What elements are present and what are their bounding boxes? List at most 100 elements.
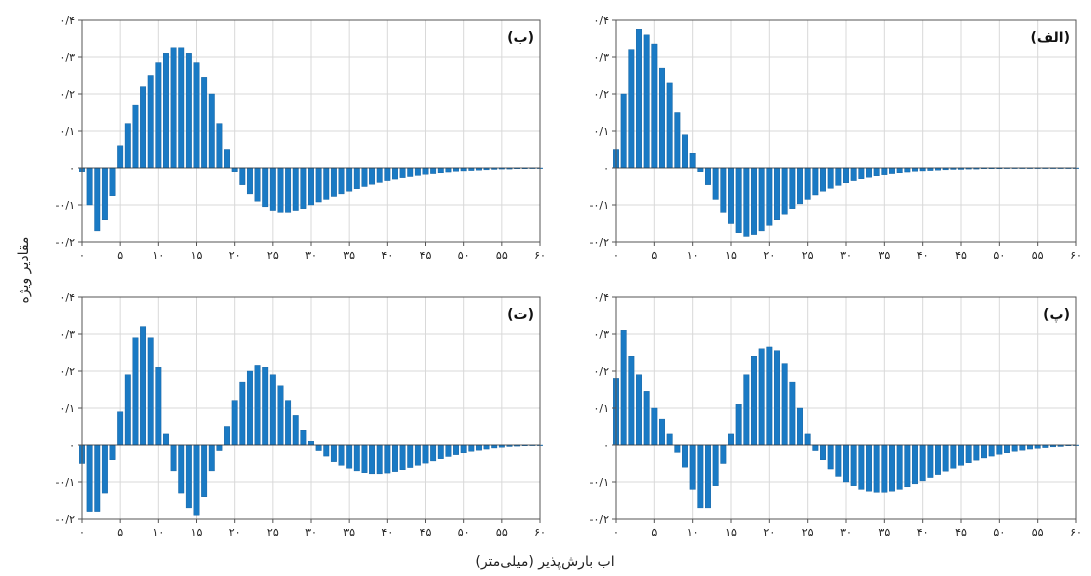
bar-be-41	[392, 167, 398, 180]
bar-pe-52	[1011, 444, 1018, 452]
bar-be-44	[414, 167, 421, 176]
bar-be-22	[246, 167, 253, 195]
bar-pe-33	[866, 444, 872, 492]
bar-alef-24	[797, 167, 803, 205]
bar-pe-35	[881, 444, 888, 493]
bar-be-7	[132, 104, 139, 169]
xtick-label-pe-8: ۴۰	[917, 526, 929, 539]
bar-be-43	[407, 167, 414, 177]
xtick-label-alef-1: ۵	[651, 249, 657, 262]
bar-te-15	[193, 444, 200, 516]
bar-te-27	[285, 400, 292, 446]
bar-pe-53	[1019, 444, 1026, 451]
bar-be-27	[285, 167, 292, 213]
bar-te-8	[140, 326, 147, 446]
xtick-label-pe-12: ۶۰	[1070, 526, 1082, 539]
ytick-label-pe-5: ۰/۳	[593, 328, 609, 341]
bar-be-19	[224, 149, 230, 169]
bar-alef-23	[789, 167, 796, 209]
xtick-label-te-7: ۳۵	[343, 526, 355, 539]
bar-be-40	[384, 167, 391, 181]
bar-be-46	[430, 167, 437, 174]
bar-alef-19	[758, 167, 765, 232]
bar-pe-44	[950, 444, 957, 469]
xtick-label-alef-0: ۰	[613, 249, 619, 262]
bar-te-19	[224, 426, 230, 446]
xtick-label-alef-10: ۵۰	[993, 249, 1005, 262]
bar-alef-11	[697, 167, 704, 172]
bar-be-50	[460, 167, 467, 172]
bar-be-11	[163, 53, 169, 169]
bar-pe-2	[628, 356, 635, 446]
bar-pe-11	[697, 444, 704, 509]
bar-be-15	[193, 62, 200, 169]
bar-pe-31	[850, 444, 857, 486]
xtick-label-pe-4: ۲۰	[763, 526, 775, 539]
bar-te-18	[216, 444, 223, 451]
bar-pe-43	[942, 444, 949, 472]
bar-pe-42	[935, 444, 941, 475]
xtick-label-alef-5: ۲۵	[802, 249, 814, 262]
bar-te-33	[330, 444, 337, 462]
bar-pe-6	[659, 418, 665, 446]
bar-be-48	[445, 167, 452, 173]
bar-alef-40	[919, 167, 926, 172]
bar-te-2	[94, 444, 101, 512]
bar-pe-47	[973, 444, 980, 461]
bar-alef-39	[912, 167, 918, 172]
bar-te-9	[147, 337, 154, 446]
ytick-label-alef-2: ۰	[603, 162, 609, 175]
bar-pe-9	[682, 444, 688, 468]
bar-alef-3	[636, 29, 642, 169]
bar-pe-49	[988, 444, 995, 457]
bar-pe-24	[797, 407, 803, 446]
xtick-label-be-0: ۰	[79, 249, 85, 262]
bar-alef-33	[866, 167, 872, 178]
bar-te-44	[414, 444, 421, 466]
xtick-label-alef-9: ۴۵	[955, 249, 967, 262]
bar-te-16	[201, 444, 208, 497]
bar-pe-30	[843, 444, 849, 483]
bar-alef-31	[850, 167, 857, 181]
panel-te: -۰/۲ -۰/۱ ۰ ۰/۱ ۰/۲ ۰/۳ ۰/۴ ۰ ۵ ۱۰ ۱۵ ۲۰ ۲۵ ۳۰ ۳۵ ۴۰ ۴۵ ۵…	[56, 291, 546, 539]
bar-alef-38	[904, 167, 911, 173]
bar-be-8	[140, 86, 147, 169]
xtick-label-pe-3: ۱۵	[725, 526, 737, 539]
bar-be-20	[231, 167, 238, 172]
bar-te-39	[376, 444, 383, 475]
bar-te-50	[460, 444, 467, 453]
bar-pe-1	[620, 330, 627, 446]
bar-pe-54	[1027, 444, 1033, 450]
bar-te-45	[422, 444, 429, 464]
bar-te-17	[208, 444, 215, 472]
ytick-label-be-2: ۰	[69, 162, 75, 175]
bar-be-42	[399, 167, 406, 178]
bar-pe-48	[981, 444, 987, 459]
bar-pe-41	[927, 444, 934, 478]
bar-alef-34	[873, 167, 880, 176]
bar-pe-55	[1034, 444, 1041, 449]
bar-te-1	[86, 444, 93, 512]
xtick-label-alef-3: ۱۵	[725, 249, 737, 262]
bar-pe-3	[636, 374, 642, 446]
bar-be-29	[300, 167, 307, 209]
bar-alef-10	[689, 152, 696, 169]
xtick-label-pe-6: ۳۰	[840, 526, 852, 539]
bar-be-30	[308, 167, 314, 206]
bar-be-6	[124, 123, 131, 169]
ytick-label-te-3: ۰/۱	[59, 402, 75, 415]
ytick-label-pe-0: -۰/۲	[590, 513, 610, 526]
xtick-label-alef-7: ۳۵	[878, 249, 890, 262]
bar-pe-51	[1004, 444, 1010, 453]
bar-be-3	[101, 167, 108, 220]
xtick-label-alef-6: ۳۰	[840, 249, 852, 262]
xtick-label-alef-12: ۶۰	[1070, 249, 1082, 262]
bar-pe-4	[643, 391, 650, 446]
bar-alef-14	[720, 167, 727, 213]
bar-pe-12	[705, 444, 711, 509]
bar-be-9	[147, 75, 154, 169]
bar-alef-26	[812, 167, 819, 196]
xtick-label-be-6: ۳۰	[305, 249, 317, 262]
bar-te-20	[231, 400, 238, 446]
ytick-label-pe-1: -۰/۱	[590, 476, 610, 489]
